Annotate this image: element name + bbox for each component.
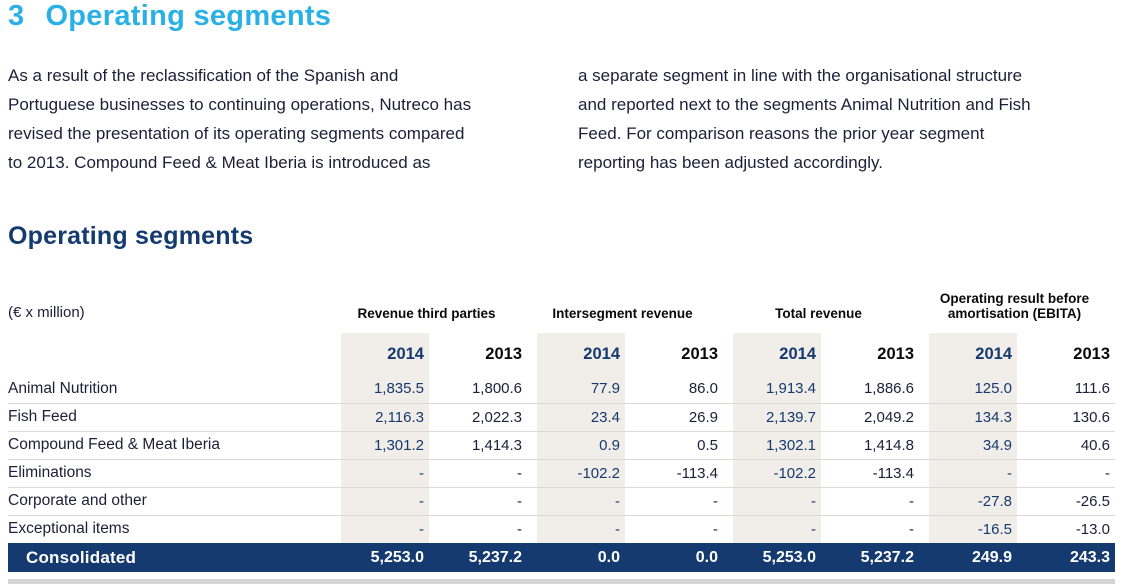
total-row: Consolidated 5,253.0 5,237.2 0.0 0.0 5,253.0 5… xyxy=(8,543,1116,572)
total-value-cell: 5,253.0 xyxy=(331,543,429,572)
value-cell: -13.0 xyxy=(1075,520,1111,538)
value-cell: - xyxy=(1017,459,1116,488)
value-cell: 1,301.2 xyxy=(331,431,429,460)
value-cell: -102.2 xyxy=(723,459,822,488)
value-cell: 23.4 xyxy=(527,403,626,432)
value-cell: 2,116.3 xyxy=(331,403,429,432)
intro-paragraph-left: As a result of the reclassification of t… xyxy=(8,66,472,172)
row-label: Animal Nutrition xyxy=(8,375,331,404)
segments-table-total: Consolidated 5,253.0 5,237.2 0.0 0.0 5,253.0 5… xyxy=(8,543,1116,572)
value-cell: - xyxy=(429,459,528,488)
value-cell: - xyxy=(331,487,429,516)
total-value-cell: 5,253.0 xyxy=(723,543,822,572)
value-cell: - xyxy=(821,487,920,516)
value-cell: 1,835.5 xyxy=(331,375,429,404)
value-cell: - xyxy=(723,515,822,543)
year-header-2014: 2014 xyxy=(527,333,626,375)
total-row-label: Consolidated xyxy=(8,543,331,572)
value-cell: -102.2 xyxy=(527,459,626,488)
operating-segments-table: (€ x million) Revenue third parties Inte… xyxy=(8,278,1116,572)
year-header-2013: 2013 xyxy=(1073,344,1111,363)
section-heading: 3 Operating segments xyxy=(8,0,331,33)
value-cell: -27.8 xyxy=(919,487,1018,516)
value-cell: - xyxy=(429,487,528,516)
value-cell: - xyxy=(527,515,626,543)
value-cell: 34.9 xyxy=(919,431,1018,460)
total-value-cell: 0.0 xyxy=(625,543,724,572)
value-cell: 1,302.1 xyxy=(723,431,822,460)
value-cell: 134.3 xyxy=(919,403,1018,432)
value-cell: 125.0 xyxy=(919,375,1018,404)
year-row-spacer xyxy=(8,333,331,375)
row-label: Compound Feed & Meat Iberia xyxy=(8,431,331,460)
value-cell: 86.0 xyxy=(625,375,724,404)
value-cell: 1,414.8 xyxy=(821,431,920,460)
value-cell: 0.5 xyxy=(625,431,724,460)
value-cell: - xyxy=(909,520,915,538)
group-header-ebita: Operating result before amortisation (EB… xyxy=(939,291,1090,321)
row-label: Fish Feed xyxy=(8,403,331,432)
value-cell: - xyxy=(625,487,724,516)
total-value-cell: 5,237.2 xyxy=(429,543,528,572)
table-row: Corporate and other - - - - - - -27.8 -26.5 xyxy=(8,487,1116,516)
table-title: Operating segments xyxy=(8,222,254,250)
year-header-2014: 2014 xyxy=(331,333,429,375)
year-header-2013: 2013 xyxy=(485,344,523,363)
value-cell: -113.4 xyxy=(821,459,920,488)
group-header-revenue-third-parties: Revenue third parties xyxy=(357,306,496,321)
value-cell: 40.6 xyxy=(1017,431,1116,460)
value-cell: - xyxy=(331,459,429,488)
value-cell: - xyxy=(723,487,822,516)
value-cell: 1,913.4 xyxy=(723,375,822,404)
value-cell: 1,800.6 xyxy=(429,375,528,404)
value-cell: 1,414.3 xyxy=(429,431,528,460)
value-cell: 26.9 xyxy=(625,403,724,432)
segments-table-body: Animal Nutrition 1,835.5 1,800.6 77.9 86.0 1,… xyxy=(8,375,1116,543)
table-row: Animal Nutrition 1,835.5 1,800.6 77.9 86.0 1,… xyxy=(8,375,1116,404)
value-cell: 111.6 xyxy=(1017,375,1116,404)
table-row: Fish Feed 2,116.3 2,022.3 23.4 26.9 2,139.7 2,… xyxy=(8,403,1116,432)
value-cell: -113.4 xyxy=(625,459,724,488)
total-value-cell: 5,237.2 xyxy=(821,543,920,572)
row-label: Exceptional items xyxy=(8,520,130,538)
table-row: Eliminations - - -102.2 -113.4 -102.2 -113.4- - xyxy=(8,459,1116,488)
year-header-2014: 2014 xyxy=(919,333,1018,375)
value-cell: 2,022.3 xyxy=(429,403,528,432)
total-value-cell: 0.0 xyxy=(527,543,626,572)
group-header-total-revenue: Total revenue xyxy=(775,306,862,321)
value-cell: -16.5 xyxy=(919,515,1018,543)
year-header-2013: 2013 xyxy=(877,344,915,363)
value-cell: - xyxy=(713,520,719,538)
value-cell: - xyxy=(527,487,626,516)
page-title: Operating segments xyxy=(45,0,332,32)
value-cell: 130.6 xyxy=(1017,403,1116,432)
year-header-2014: 2014 xyxy=(723,333,822,375)
group-header-row: (€ x million) Revenue third parties Inte… xyxy=(8,278,1115,333)
year-header-2013: 2013 xyxy=(681,344,719,363)
value-cell: 2,049.2 xyxy=(821,403,920,432)
group-header-intersegment-revenue: Intersegment revenue xyxy=(552,306,693,321)
total-value-cell: 249.9 xyxy=(919,543,1018,572)
value-cell: 0.9 xyxy=(527,431,626,460)
section-number: 3 xyxy=(8,0,25,32)
value-cell: 77.9 xyxy=(527,375,626,404)
total-value-cell: 243.3 xyxy=(1017,543,1116,572)
unit-label: (€ x million) xyxy=(8,304,85,321)
page-bottom-rule xyxy=(8,579,1115,584)
row-label: Eliminations xyxy=(8,459,331,488)
table-row: Exceptional items - - - - - - -16.5 -13.0 xyxy=(8,515,1115,543)
table-row: Compound Feed & Meat Iberia 1,301.2 1,414.… xyxy=(8,431,1116,460)
intro-paragraph-right: a separate segment in line with the orga… xyxy=(578,66,1031,172)
value-cell: 2,139.7 xyxy=(723,403,822,432)
value-cell: - xyxy=(919,459,1018,488)
value-cell: - xyxy=(331,515,429,543)
row-label: Corporate and other xyxy=(8,487,331,516)
value-cell: - xyxy=(517,520,523,538)
value-cell: 1,886.6 xyxy=(821,375,920,404)
year-header-row: 2014 2013 2014 2013 2014 2013 2014 2013 xyxy=(8,333,1115,375)
value-cell: -26.5 xyxy=(1017,487,1116,516)
